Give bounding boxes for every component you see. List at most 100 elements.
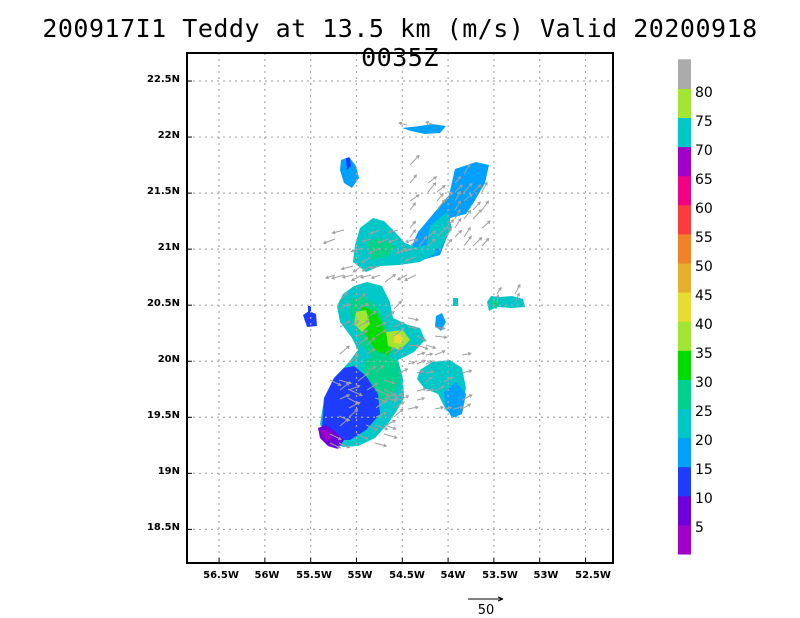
wind-vector-53 [348,384,361,391]
lat-label-21N: 21N [158,242,180,253]
wind-vector-7 [404,238,417,244]
colorbar-segment-11 [678,204,691,235]
wind-vector-90 [416,359,427,365]
wind-vector-115 [427,181,437,193]
wind-vector-40 [375,329,388,337]
wind-vector-108 [452,405,464,410]
colorbar-segment-16 [678,59,691,89]
wind-vector-112 [409,174,417,184]
wind-vector-29 [339,303,350,310]
wind-vector-125 [463,193,474,202]
wind-vector-3 [322,238,336,245]
colorbar-segment-1 [678,495,691,526]
wind-vector-17 [369,265,381,270]
wind-vector-104 [461,394,473,401]
wind-vector-10 [395,247,408,254]
colorbar-label-65: 65 [695,172,713,188]
wind-vector-123 [445,190,452,202]
map-grid [187,53,613,563]
colorbar-label-40: 40 [695,317,713,333]
wind-vector-155 [398,121,408,126]
wind-vector-119 [472,184,482,193]
wind-vector-37 [375,321,388,328]
wind-vector-114 [454,175,462,184]
wind-vector-15 [352,265,363,273]
wind-vector-92 [398,368,409,374]
wind-vector-57 [393,392,403,400]
wind-vector-87 [434,350,446,356]
wind-vector-61 [348,408,359,418]
colorbar-segment-10 [678,233,691,264]
wind-vector-67 [338,379,352,385]
wind-vector-158 [407,325,418,330]
wind-vector-73 [374,397,389,403]
axis-ticks [187,80,587,563]
colorbar-segment-14 [678,117,691,148]
wind-vector-2 [387,229,399,234]
wind-vector-83 [338,442,351,449]
lon-label-53W: 53W [534,570,559,581]
wind-vector-78 [383,424,397,431]
wind-vector-163 [416,344,429,350]
wind-vector-146 [427,238,436,247]
lon-label-54W: 54W [441,570,466,581]
colorbar-segment-0 [678,524,691,555]
wind-vector-69 [347,388,363,397]
wind-vector-150 [481,237,490,247]
wind-vector-18 [324,274,336,280]
wind-vector-144 [409,238,419,247]
wind-vector-75 [338,415,351,422]
colorbar-label-60: 60 [695,201,713,217]
wind-vector-99 [425,388,435,392]
wind-vector-45 [366,348,376,355]
colorbar-segment-15 [678,88,691,118]
wind-vector-132 [463,209,472,220]
wind-vector-39 [357,330,369,337]
wind-vector-137 [481,220,491,229]
colorbar [678,59,691,555]
wind-vector-120 [481,181,488,193]
map-frame [186,52,614,564]
colorbar-segment-8 [678,292,691,322]
wind-vector-9 [368,247,381,255]
lon-label-56W: 56W [255,570,280,581]
wind-vector-68 [383,379,396,385]
reference-vector-label: 50 [478,603,495,618]
wind-vector-70 [374,388,390,397]
wind-vector-121 [409,194,420,202]
colorbar-segment-13 [678,146,691,177]
lon-label-55.5W: 55.5W [296,570,332,581]
wind-vector-86 [425,352,434,357]
wind-vector-136 [454,217,462,229]
lon-label-55W: 55W [348,570,373,581]
wind-vector-46 [384,346,396,355]
wind-vector-96 [425,376,433,383]
wind-vector-85 [416,351,426,356]
wind-vector-77 [374,424,389,431]
wind-vector-1 [369,229,381,235]
colorbar-segment-12 [678,175,691,206]
wind-vector-24 [396,274,408,281]
wind-vector-138 [409,229,417,238]
colorbar-segment-3 [678,437,691,468]
wind-vector-4 [361,238,372,243]
wind-vector-106 [434,405,445,410]
wind-vector-76 [365,424,379,431]
colorbar-label-75: 75 [695,114,713,130]
lat-label-19.5N: 19.5N [147,410,180,421]
lat-label-19N: 19N [158,466,180,477]
colorbar-segment-7 [678,321,691,351]
wind-vector-159 [434,326,446,331]
wind-vector-153 [495,293,500,304]
wind-vector-50 [375,364,385,373]
wind-vector-97 [443,376,454,383]
wind-vector-157 [407,317,420,322]
wind-vector-84 [374,442,388,448]
wind-vector-19 [331,274,345,280]
wind-speed-shading [303,124,525,449]
wind-vector-21 [350,274,363,282]
wind-vector-160 [416,335,428,342]
wind-vector-151 [496,286,502,295]
wind-vector-26 [384,273,397,283]
wind-vector-149 [472,236,483,247]
